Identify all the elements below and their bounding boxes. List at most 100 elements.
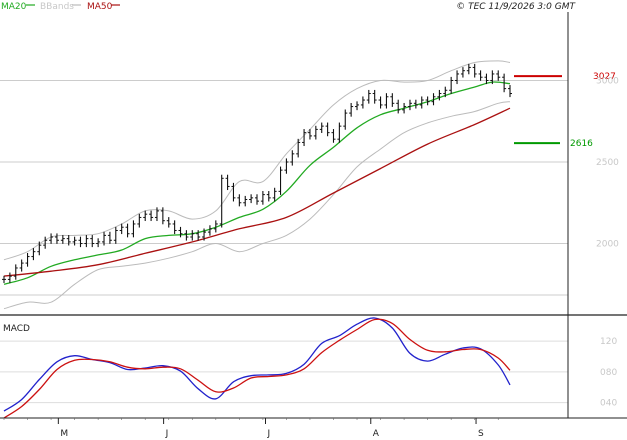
ohlc-bar [2,275,6,283]
ohlc-bar [202,228,207,241]
ohlc-bar [508,85,512,98]
ohlc-bar [296,138,301,158]
ohlc-bar [225,174,230,191]
x-tick-label: M [60,429,68,439]
ohlc-bar [302,129,307,147]
ohlc-bar [490,70,495,85]
ohlc-bar [407,99,412,111]
series-ma50-line [3,107,511,277]
ohlc-bar [431,93,436,106]
ohlc-bar [437,89,442,101]
macd-series-macd-line [3,317,511,412]
ohlc-bar [96,238,101,248]
ohlc-bar [84,235,89,248]
price-tick-label: 2500 [596,158,619,168]
legend: MA20 BBands MA50 [1,2,120,12]
ohlc-bar [455,70,460,85]
ohlc-bar [355,101,360,111]
ohlc-bar [319,122,324,133]
ohlc-bar [72,236,77,246]
ohlc-bar [255,194,259,205]
price-tick-label: 2000 [596,240,619,250]
ohlc-bar [343,109,348,130]
ohlc-bar [166,217,171,228]
ohlc-bar [31,248,36,261]
ohlc-bar [390,93,395,107]
axis-layer: 2000 2500 3000 040 080 120 M J J A S [0,12,627,439]
ohlc-bar [443,86,448,98]
ohlc-bar [207,225,212,236]
ohlc-bar [43,236,48,249]
ohlc-bar [237,194,242,207]
grid-layer [0,79,568,404]
ohlc-bar [149,210,154,222]
ohlc-bar [260,191,265,205]
ohlc-bar [243,195,248,207]
ohlc-bar [25,252,30,267]
ohlc-bar [60,235,65,244]
ohlc-bar [272,187,277,202]
ohlc-bar [131,220,136,238]
moving-averages-layer [3,81,511,285]
ohlc-bar [143,210,148,222]
ohlc-bar [402,102,407,114]
ohlc-bar [325,122,330,137]
ohlc-bar [366,89,371,104]
series-bbands-upper-line [3,60,511,261]
ohlc-bar [19,259,24,272]
ohlc-bar [284,158,289,174]
ohlc-bar [137,213,142,228]
ohlc-bar [449,76,454,94]
ohlc-bar [378,96,383,109]
price-tick-label: 3000 [596,76,619,86]
ohlc-bar [337,122,342,143]
ohlc-bar [172,220,177,235]
ohlc-bar [349,102,354,117]
legend-ma50-label: MA50 [87,2,113,12]
ohlc-bar [160,207,165,225]
ohlc-bar [425,96,430,106]
ohlc-bar [372,89,377,104]
ohlc-bar [396,99,401,114]
x-tick-label: A [373,429,380,439]
ohlc-bar [154,207,159,222]
ohlc-bar [78,236,83,248]
ohlc-bar [419,96,424,109]
ohlc-bar [90,235,95,248]
bbands-layer [3,60,511,310]
ohlc-bar [54,233,59,244]
ohlc-bar [102,231,107,246]
ohlc-bar [496,70,501,81]
legend-ma20-label: MA20 [1,2,27,12]
x-tick-label: J [165,429,169,439]
x-tick-label: S [478,429,484,439]
ohlc-bar [196,230,201,241]
ohlc-bar [266,191,271,202]
series-ma20-line [3,81,511,285]
ohlc-bar [7,272,12,283]
ohlc-bar [472,63,477,78]
ohlc-bar [460,67,465,78]
annotations-layer: 3027 2616 [514,72,616,149]
ohlc-bar [190,230,195,241]
ohlc-bar [278,166,283,195]
ohlc-bar [249,194,254,204]
ohlc-bar [360,96,365,109]
series-bbands-lower-line [3,101,511,310]
ohlc-bar [66,235,71,246]
ohlc-bar [502,73,507,93]
annotation-label-2616: 2616 [570,139,593,149]
ohlc-bar [313,125,318,140]
ohlc-bar [307,129,312,140]
ohlc-bar [113,226,118,244]
legend-bbands-label: BBands [40,2,74,12]
annotation-label-3027: 3027 [593,72,616,82]
source-credit: © TEC 11/9/2026 3:0 GMT [456,2,576,12]
ohlc-bar [184,230,189,241]
ohlc-bars-layer [2,63,512,283]
ohlc-bar [413,99,418,109]
macd-layer [3,317,511,419]
ohlc-bar [231,182,236,202]
x-tick-label: J [266,429,270,439]
